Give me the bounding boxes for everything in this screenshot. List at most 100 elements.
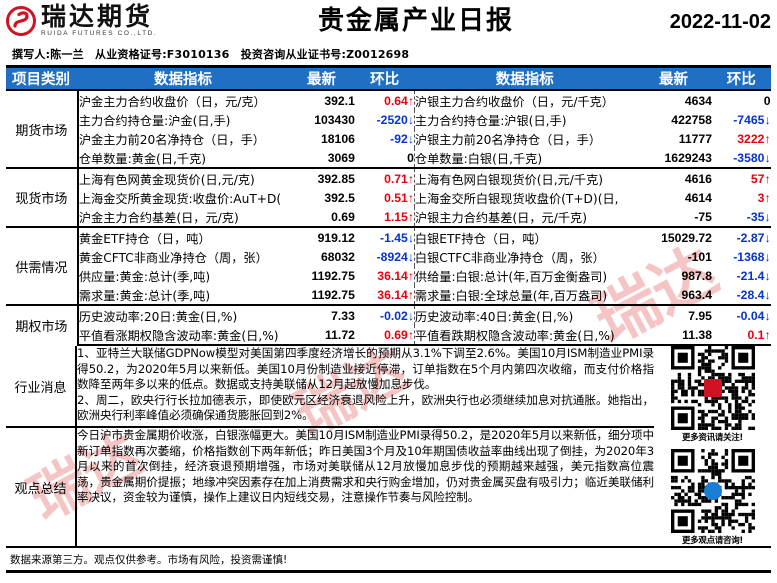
category-cell: 期货市场 xyxy=(6,89,79,168)
indicator-name-left: 主力合约持仓量:沪金(日,手) xyxy=(78,113,231,128)
summary-label: 观点总结 xyxy=(6,427,77,548)
indicator-name-right: 上海有色网白银现货价(日,元/千克) xyxy=(414,172,604,187)
indicator-change-right: -28.4↓ xyxy=(711,285,771,306)
indicator-latest-right: 15029.72 xyxy=(661,230,712,245)
indicator-change-right: 0.1↑ xyxy=(711,325,771,346)
category-cell: 现货市场 xyxy=(6,167,79,227)
table-row: 期权市场 历史波动率:20日:黄金(日,%) 7.33 -0.02↓ 历史波动率:40日… xyxy=(6,304,771,345)
table-header-row: 项目类别 数据指标 最新 环比 数据指标 最新 环比 xyxy=(6,68,771,90)
indicator-latest-right: 4634 xyxy=(635,89,712,110)
indicator-name-right: 历史波动率:40日:黄金(日,%) xyxy=(414,309,574,324)
indicator-change-right: -35↓ xyxy=(711,207,771,228)
news-paragraph-2: 2、周二，欧央行行长拉加德表示，即使欧元区经济衰退风险上升，欧洲央行也必须继续加… xyxy=(77,392,654,423)
indicator-latest-right: 4616 xyxy=(684,171,712,186)
indicator-change-left: 0 xyxy=(354,148,415,169)
indicator-latest-left: 18106 xyxy=(320,131,355,146)
indicator-latest-right: 7.95 xyxy=(688,308,712,323)
indicator-latest-left: 1192.75 xyxy=(288,285,355,306)
byline: 撰写人:陈一兰 从业资格证号:F3010136 投资咨询从业证书号:Z00126… xyxy=(12,48,410,61)
table-row: 沪金主力前20名净持仓（日，手） 18106 -92↓ 沪银主力前20名净持仓（日，手… xyxy=(6,129,771,148)
indicator-change-left: 36.14↑ xyxy=(354,285,415,306)
indicator-latest-left: 11.72 xyxy=(288,325,355,346)
col-header-indicator-left: 数据指标 xyxy=(77,68,289,90)
summary-text: 今日沪市贵金属期价收涨，白银涨幅更大。美国10月ISM制造业PMI录得50.2，… xyxy=(77,428,654,505)
indicator-latest-right: 987.8 xyxy=(681,268,712,283)
indicator-latest-left: 392.1 xyxy=(288,89,355,110)
table-row: 沪金主力合约基差(日，元/克) 0.69 1.15↑ 沪银主力合约基差(日，元/千克)… xyxy=(6,207,771,228)
indicator-latest-right: 422758 xyxy=(671,112,712,127)
indicator-name-left: 沪金主力前20名净持仓（日，手） xyxy=(78,132,265,147)
footer-divider xyxy=(6,570,771,573)
indicator-change-left: 36.14↑ xyxy=(354,266,415,285)
qr-view-caption: 更多观点请咨询! xyxy=(682,536,743,546)
indicator-latest-left: 7.33 xyxy=(331,308,355,323)
qr-code-news-icon[interactable] xyxy=(670,346,755,430)
table-row: 仓单数量:黄金(日,千克) 3069 0 仓单数量:白银(日,千克) 1629243 -3… xyxy=(6,148,771,169)
indicators-table: 项目类别 数据指标 最新 环比 数据指标 最新 环比 期货市场 沪金主力合约收盘价… xyxy=(6,68,771,346)
brand-name-en: RUIDA FUTURES CO.,LTD. xyxy=(41,30,158,37)
table-row: 需求量:黄金:总计(季,吨) 1192.75 36.14↑ 需求量:白银:全球总量(年… xyxy=(6,285,771,306)
indicator-latest-left: 392.5 xyxy=(324,190,355,205)
indicator-name-right: 白银ETF持仓（日，吨） xyxy=(414,231,547,246)
indicator-change-right: 0 xyxy=(711,89,771,110)
col-header-indicator-right: 数据指标 xyxy=(414,68,636,90)
indicator-name-left: 上海金交所黄金现货:收盘价:AuT+D( xyxy=(78,191,282,206)
indicator-latest-right: 1629243 xyxy=(635,148,712,169)
col-header-change-left: 环比 xyxy=(354,68,415,90)
indicator-latest-left: 3069 xyxy=(288,148,355,169)
indicator-name-right: 主力合约持仓量:沪银(日,手) xyxy=(414,113,567,128)
indicator-change-left: 0.71↑ xyxy=(354,168,415,188)
indicator-name-right: 白银CTFC非商业净持仓（周，张） xyxy=(414,250,605,265)
table-row: 供需情况 黄金ETF持仓（日，吨） 919.12 -1.45↓ 白银ETF持仓（日，吨）… xyxy=(6,226,771,305)
indicator-change-left: -92↓ xyxy=(354,129,415,148)
indicator-latest-right: 11.38 xyxy=(635,325,712,346)
indicator-change-left: -8924↓ xyxy=(354,247,415,266)
table-row: 黄金CFTC非商业净持仓（周，张） 68032 -8924↓ 白银CTFC非商业净持仓… xyxy=(6,247,771,266)
table-row: 主力合约持仓量:沪金(日,手) 103430 -2520↓ 主力合约持仓量:沪银(日,… xyxy=(6,110,771,129)
brand-name-cn: 瑞达期货 xyxy=(41,2,154,31)
col-header-change-right: 环比 xyxy=(711,68,771,90)
indicator-latest-left: 1192.75 xyxy=(311,268,355,283)
table-row: 平值看涨期权隐含波动率:黄金(日,%) 11.72 0.69↑ 平值看跌期权隐含波动率… xyxy=(6,325,771,346)
indicator-change-right: -3580↓ xyxy=(711,148,771,169)
indicator-name-left: 沪金主力合约收盘价（日，元/克） xyxy=(77,89,289,110)
indicator-name-left: 历史波动率:20日:黄金(日,%) xyxy=(78,309,238,324)
page-header: 瑞达期货 RUIDA FUTURES CO.,LTD. 贵金属产业日报 2022… xyxy=(6,0,771,44)
indicator-latest-left: 68032 xyxy=(320,249,355,264)
indicator-change-right: 57↑ xyxy=(750,171,771,186)
category-cell: 期权市场 xyxy=(6,304,79,345)
table-row: 供应量:黄金:总计(季,吨) 1192.75 36.14↑ 供给量:白银:总计(年,百… xyxy=(6,266,771,285)
indicator-name-right: 需求量:白银:全球总量(年,百万盎司) xyxy=(414,285,636,306)
indicator-name-right: 沪银主力前20名净持仓（日，手） xyxy=(414,132,602,147)
indicator-name-left: 需求量:黄金:总计(季,吨) xyxy=(77,285,289,306)
indicator-name-left: 沪金主力合约基差(日，元/克) xyxy=(77,207,289,228)
indicator-name-left: 黄金ETF持仓（日，吨） xyxy=(78,231,211,246)
indicator-name-left: 黄金CFTC非商业净持仓（周，张） xyxy=(78,250,268,265)
indicator-change-left: -2520↓ xyxy=(354,110,415,129)
indicator-latest-left: 0.69 xyxy=(288,207,355,228)
table-row: 现货市场 上海有色网黄金现货价(日,元/克) 392.85 0.71↑ 上海有色网白银现… xyxy=(6,167,771,227)
indicator-latest-left: 392.85 xyxy=(317,171,355,186)
text-sections-table: 行业消息 1、亚特兰大联储GDPNow模型对美国第四季度经济增长的预期从3.1%… xyxy=(6,346,771,548)
indicator-latest-right: 4614 xyxy=(684,190,712,205)
indicator-change-right: -21.4↓ xyxy=(736,268,771,283)
industry-news-label: 行业消息 xyxy=(6,346,77,428)
col-header-category: 项目类别 xyxy=(6,68,79,90)
report-date: 2022-11-02 xyxy=(669,11,771,33)
page-title: 贵金属产业日报 xyxy=(317,6,514,36)
brand-logo: 瑞达期货 RUIDA FUTURES CO.,LTD. xyxy=(6,4,211,38)
indicator-latest-left: 103430 xyxy=(314,112,355,127)
ruida-logo-icon xyxy=(6,5,36,36)
indicator-name-right: 供给量:白银:总计(年,百万金衡盎司) xyxy=(414,269,608,284)
indicator-change-left: -0.02↓ xyxy=(354,305,415,325)
table-row: 上海金交所黄金现货:收盘价:AuT+D(392.5 0.51↑ 上海金交所白银现货收… xyxy=(6,188,771,207)
qr-code-view-icon[interactable] xyxy=(670,449,755,533)
indicator-name-left: 平值看涨期权隐含波动率:黄金(日,%) xyxy=(77,325,289,346)
indicator-change-right: -0.04↓ xyxy=(736,308,771,323)
indicator-name-left: 上海有色网黄金现货价(日,元/克) xyxy=(78,172,255,187)
qr-panel: 更多资讯请关注! 更多观点请咨询! xyxy=(654,346,771,548)
news-paragraph-1: 1、亚特兰大联储GDPNow模型对美国第四季度经济增长的预期从3.1%下调至2.… xyxy=(77,346,654,392)
indicator-name-left: 供应量:黄金:总计(季,吨) xyxy=(78,269,211,284)
col-header-latest-right: 最新 xyxy=(635,68,713,90)
industry-news-body: 1、亚特兰大联储GDPNow模型对美国第四季度经济增长的预期从3.1%下调至2.… xyxy=(76,346,654,428)
